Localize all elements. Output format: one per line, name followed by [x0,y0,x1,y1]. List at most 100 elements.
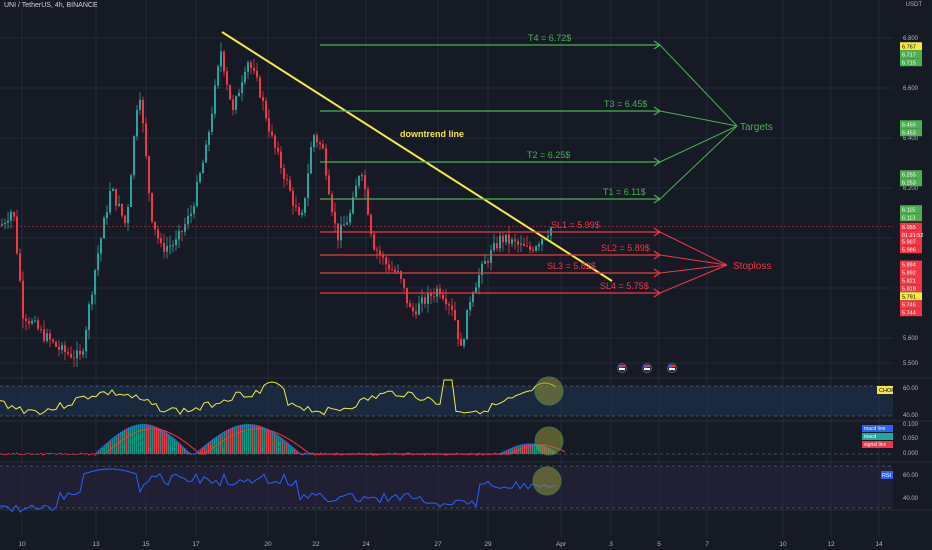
candle-body [289,179,291,191]
candle-body [91,294,93,305]
time-tick-label: 29 [484,541,492,548]
candle-body [64,345,66,353]
candle-body [199,173,201,182]
candle-body [463,339,465,346]
macd-tick-label: 0.050 [903,436,919,442]
candle-body [526,245,528,247]
chop-badge: CHOP [877,386,895,394]
candle-body [46,333,48,341]
candle-body [142,99,144,124]
event-flag-icon[interactable] [667,363,677,373]
candle-body [172,245,174,247]
candle-body [286,179,288,181]
candle-body [118,203,120,206]
candle-body [211,113,213,132]
event-flag-icon[interactable] [642,363,652,373]
level-label: SL4 = 5.75$ [600,281,649,291]
price-badge: 6.455 [900,120,922,129]
candle-body [76,350,78,359]
candle-body [67,352,69,354]
candle-body [157,229,159,239]
macd-tick-label: 0.100 [903,422,919,428]
candle-body [169,245,171,247]
candle-body [478,275,480,288]
candle-body [400,271,402,279]
time-tick-label: 24 [362,541,370,548]
rsi-line [0,468,557,513]
price-axis[interactable]: 6.8006.6006.4006.2006.0005.8005.6005.500… [900,36,923,367]
candle-body [331,194,333,212]
candle-body [148,156,150,194]
candle-body [37,320,39,330]
candle-body [418,303,420,315]
price-badge: 6.715 [900,58,922,67]
candle-body [322,144,324,149]
price-badge: 6.717 [900,50,922,59]
candle-body [307,173,309,198]
symbol-header[interactable]: UNI / TetherUS, 4h, BINANCE [4,2,98,9]
event-flag-icon[interactable] [617,363,627,373]
macd-pane: 0.100 0.050 0.000 macd line macd signal line [0,422,919,457]
candle-body [133,136,135,176]
candle-body [220,51,222,67]
rsi-badge: RSI [881,471,893,479]
candle-body [124,215,126,224]
candle-body [430,292,432,297]
candle-body [370,214,372,235]
candle-body [190,213,192,216]
candle-body [229,84,231,100]
candle-body [277,147,279,152]
candle-body [43,329,45,341]
price-badge: 5.821 [900,276,922,285]
candle-body [292,190,294,206]
candle-body [466,309,468,340]
candle-body [187,215,189,225]
candle-body [70,353,72,358]
candle-body [97,253,99,271]
svg-text:6.453: 6.453 [902,130,916,136]
candle-body [490,250,492,263]
stoploss-label: Stoploss [733,261,771,272]
candle-body [73,357,75,359]
time-tick-label: 3 [609,541,613,548]
candle-body [517,241,519,245]
candle-body [280,151,282,168]
candle-body [316,135,318,143]
macd-tick-label: 0.000 [903,451,919,457]
candle-body [523,243,525,246]
candle-body [532,249,534,251]
candle-body [481,263,483,276]
candle-body [310,146,312,174]
candle-body [247,62,249,72]
candle-body [415,311,417,315]
candle-body [520,243,522,245]
candle-body [439,288,441,295]
price-badge: 6.113 [900,213,922,222]
price-badge: 5.894 [900,260,922,269]
candle-body [502,235,504,242]
candle-body [121,203,123,216]
candle-body [514,239,516,242]
candle-body [364,175,366,190]
downtrend-line[interactable] [221,31,613,282]
candle-body [226,71,228,85]
candle-body [193,206,195,214]
candle-body [460,339,462,346]
time-tick-label: 27 [434,541,442,548]
candle-body [433,296,435,298]
svg-text:5.791: 5.791 [902,294,916,300]
candle-body [412,307,414,312]
targets-label: Targets [740,122,773,133]
price-tick-label: 6.200 [903,186,919,192]
time-axis[interactable]: 10 13 15 17 20 22 24 27 29 Apr 3 5 7 10 12 14 [0,537,932,550]
chop-pane: 60.00 40.00 CHOP [0,376,919,419]
rsi-tick-label: 40.00 [903,496,919,502]
level-label: T4 = 6.72$ [528,33,571,43]
price-tick-label: 5.600 [903,336,919,342]
candle-body [475,287,477,294]
candle-body [271,131,273,136]
price-badge: 5.746 [900,300,922,309]
svg-text:5.987: 5.987 [902,239,916,245]
candle-body [508,234,510,244]
